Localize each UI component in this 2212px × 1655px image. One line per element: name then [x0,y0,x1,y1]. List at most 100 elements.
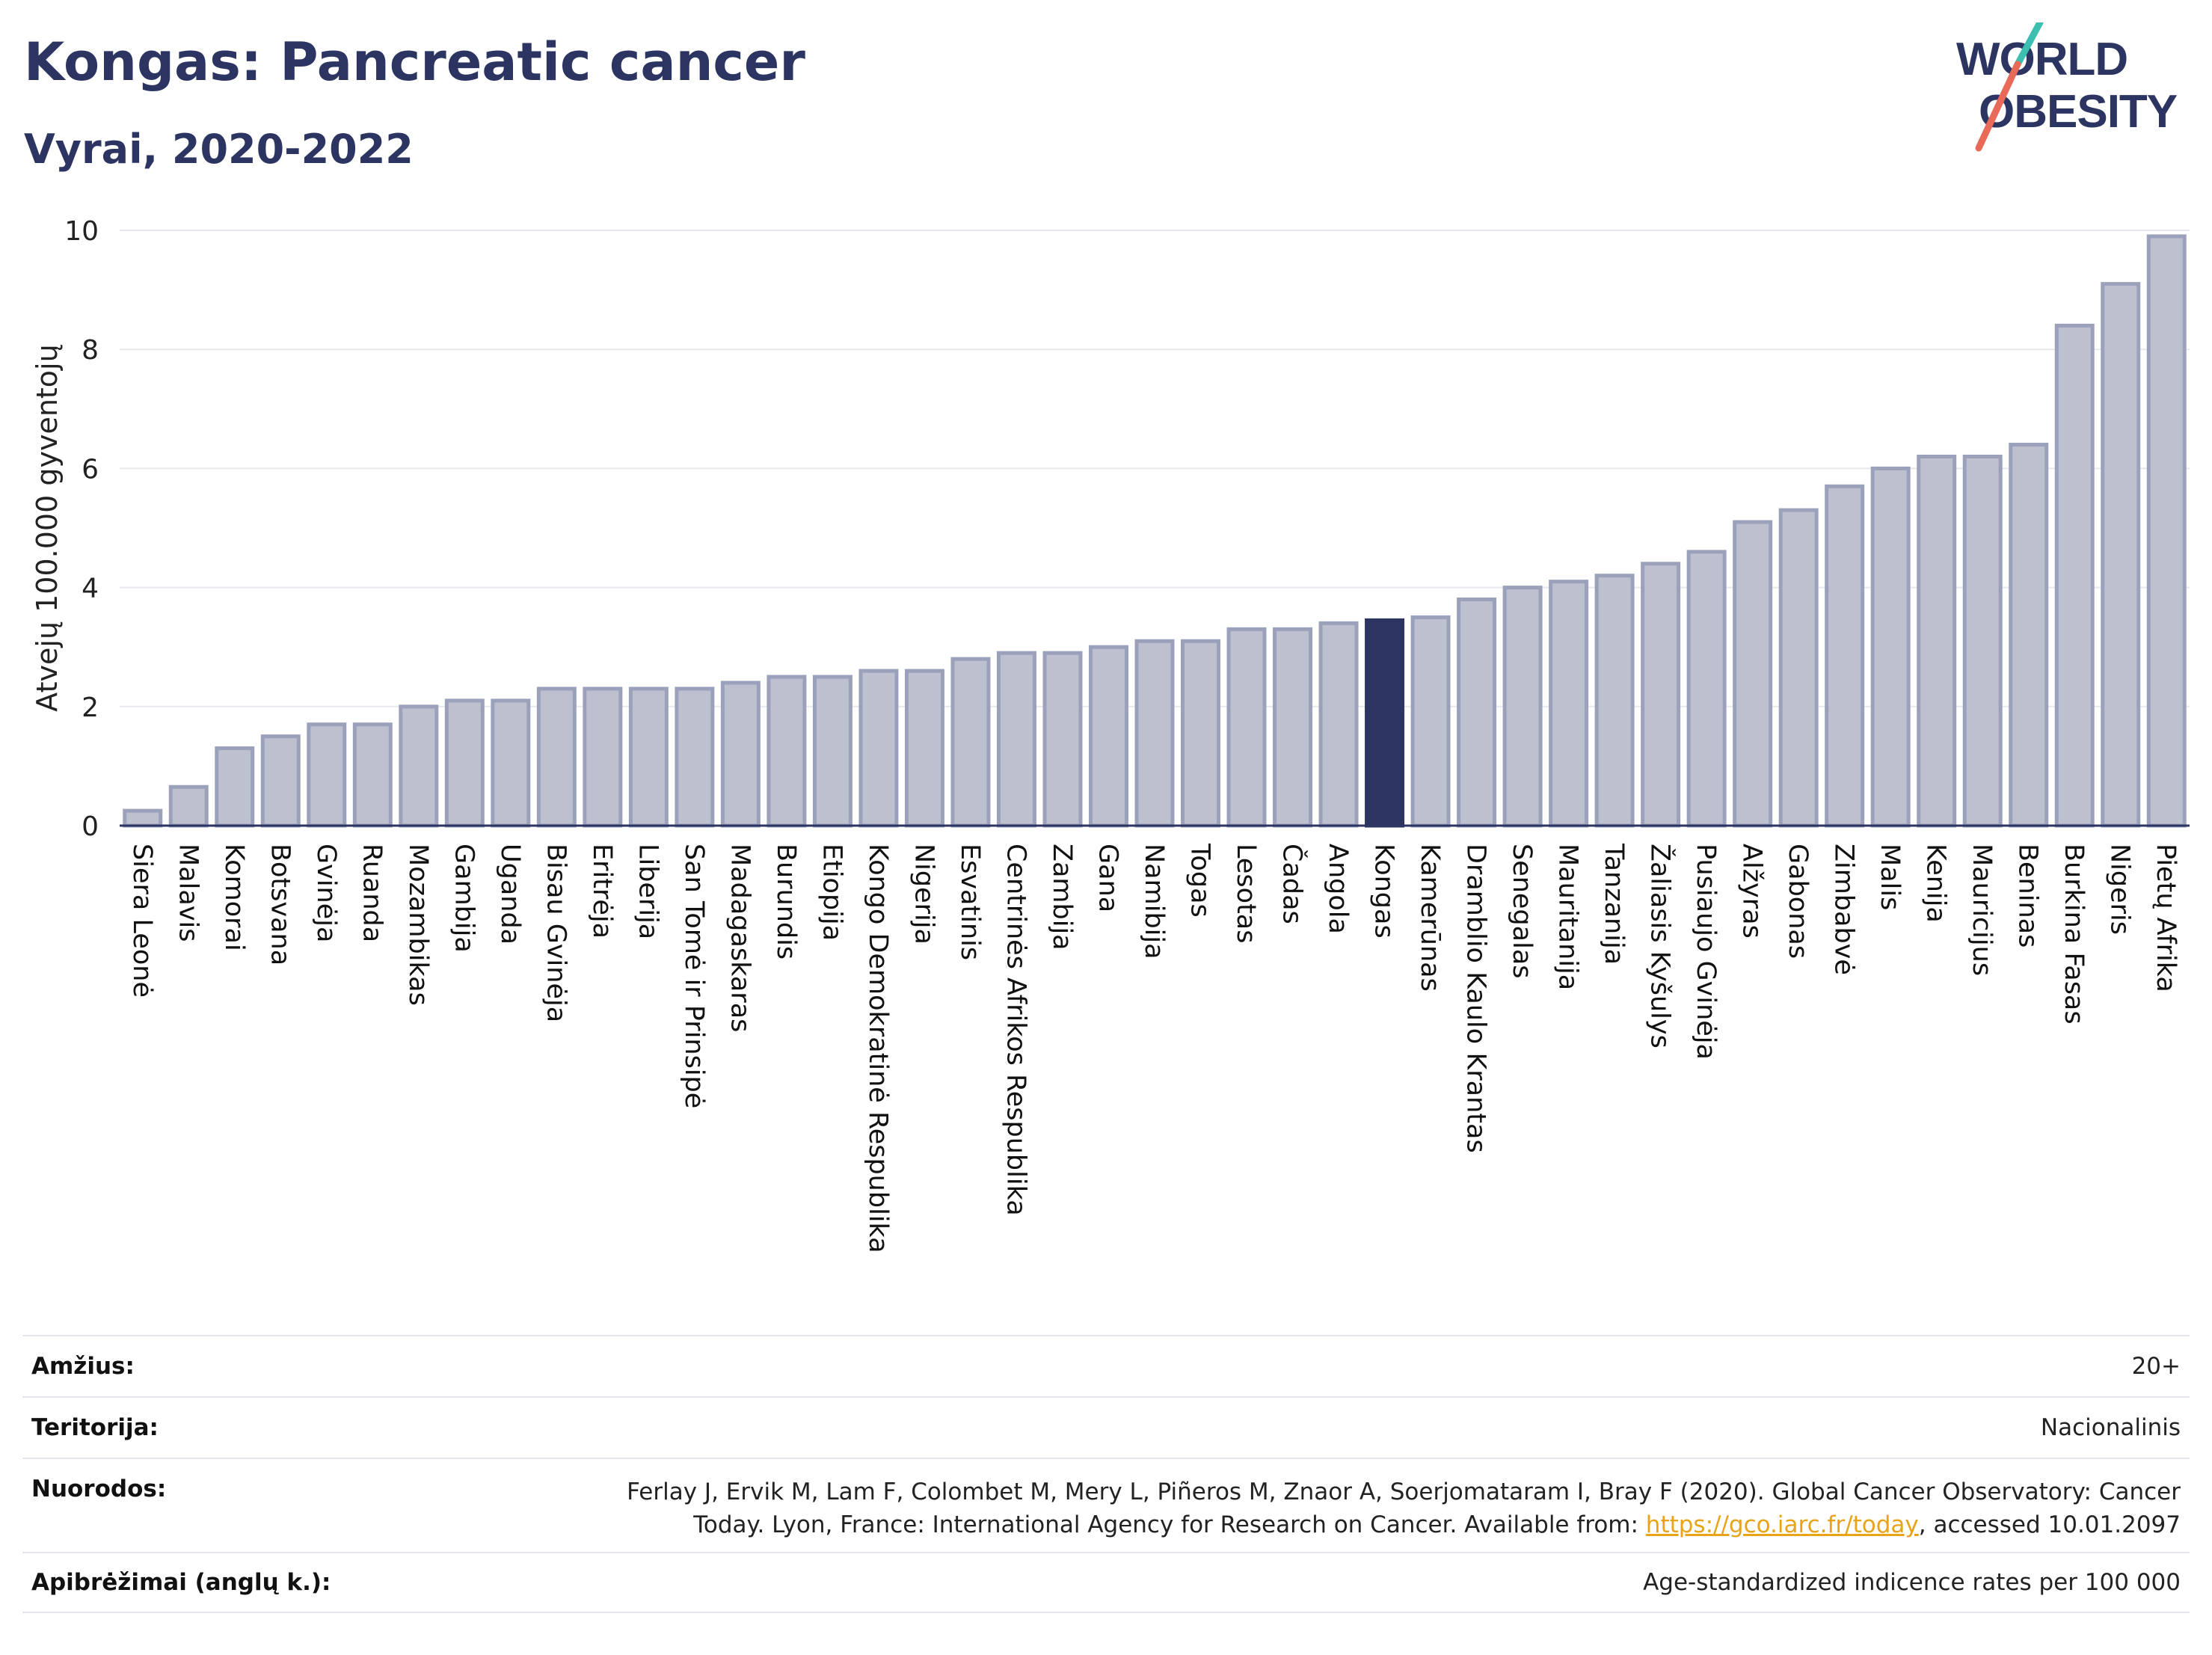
x-tick-label: Uganda [495,844,525,945]
y-tick-label: 8 [82,335,99,366]
bar-23 [1134,639,1175,828]
bar-11 [583,687,623,828]
logo-line1: WORLD [1956,34,2127,85]
x-tick-label: Madagaskaras [725,844,755,1032]
x-tick-label: Ruanda [357,844,387,942]
x-tick-label: Angola [1323,844,1353,934]
bar-15 [766,675,807,828]
bar-42 [2009,443,2049,828]
x-tick-label: Gvinėja [311,844,341,942]
x-tick-label: Liberija [633,844,663,939]
x-tick-label: Nigerija [909,844,938,945]
bar-2 [168,784,209,828]
bar-5 [307,722,347,828]
x-tick-label: Čadas [1277,844,1309,924]
bar-24 [1181,639,1221,828]
bar-37 [1778,508,1819,828]
y-tick-label: 2 [82,693,99,723]
x-tick-label: Botsvana [265,844,295,965]
x-tick-label: San Tomė ir Prinsipė [679,844,709,1108]
reference-link[interactable]: https://gco.iarc.fr/today [1645,1511,1919,1538]
x-tick-label: Gabonas [1783,844,1813,959]
x-tick-label: Malis [1875,844,1905,910]
x-tick-label: Senegalas [1507,844,1537,979]
bar-31 [1502,586,1543,828]
footer-value-territory: Nacionalinis [2040,1414,2181,1441]
x-tick-label: Komorai [219,844,249,951]
footer-row-age: Amžius: 20+ [22,1335,2190,1396]
x-tick-label: Malavis [173,844,203,942]
y-tick-label: 0 [82,811,99,842]
x-tick-label: Beninas [2013,844,2043,948]
footer-label-references: Nuorodos: [31,1476,167,1502]
x-tick-label: Bisau Gvinėja [541,844,571,1022]
y-tick-label: 4 [82,574,99,604]
bar-43 [2054,323,2095,828]
bar-3 [215,746,255,828]
bar-26 [1273,627,1313,828]
bar-13 [675,687,715,828]
bar-27 [1318,621,1359,828]
footer-table: Amžius: 20+ Teritorija: Nacionalinis Nuo… [22,1335,2190,1613]
reference-text-post: , accessed 10.01.2097 [1918,1511,2181,1538]
bar-28 [1365,618,1405,828]
bar-7 [399,704,439,828]
reference-line-1: Ferlay J, Ervik M, Lam F, Colombet M, Me… [627,1479,2181,1505]
footer-value-age: 20+ [2131,1353,2181,1380]
x-tick-label: Centrinės Afrikos Respublika [1001,844,1030,1216]
bar-29 [1410,615,1451,828]
footer-row-references: Nuorodos: Ferlay J, Ervik M, Lam F, Colo… [22,1458,2190,1552]
bar-21 [1042,651,1083,828]
bar-25 [1226,627,1267,828]
chart-title: Kongas: Pancreatic cancer [24,31,805,93]
footer-row-definitions: Apibrėžimai (anglų k.): Age-standardized… [22,1552,2190,1613]
x-tick-label: Pietų Afrika [2151,844,2181,992]
bar-38 [1825,484,1865,828]
footer-label-definitions: Apibrėžimai (anglų k.): [31,1569,331,1596]
x-tick-label: Gambija [449,844,479,953]
bar-19 [950,657,991,828]
footer-row-territory: Teritorija: Nacionalinis [22,1396,2190,1458]
bar-12 [628,687,669,828]
reference-text-pre: Today. Lyon, France: International Agenc… [693,1511,1646,1538]
bar-35 [1686,550,1727,828]
x-tick-label: Dramblio Kaulo Krantas [1461,844,1491,1153]
x-tick-label: Eritrėja [587,844,617,939]
x-tick-label: Lesotas [1231,844,1261,943]
footer-value-definitions: Age-standardized indicence rates per 100… [1643,1569,2181,1596]
x-tick-label: Siera Leonė [127,844,157,998]
x-tick-label: Pusiaujo Gvinėja [1691,844,1721,1060]
bar-9 [491,698,531,828]
x-tick-label: Mauritanija [1553,844,1583,990]
x-tick-label: Kamerūnas [1415,844,1445,992]
x-tick-label: Mozambikas [403,844,433,1006]
footer-value-references: Ferlay J, Ervik M, Lam F, Colombet M, Me… [627,1476,2181,1541]
bar-10 [536,687,577,828]
bar-32 [1549,580,1589,828]
bar-22 [1088,645,1128,828]
chart-subtitle: Vyrai, 2020-2022 [24,126,414,173]
reference-line-2: Today. Lyon, France: International Agenc… [627,1508,2181,1541]
bar-16 [812,675,852,828]
bar-33 [1594,574,1635,828]
bar-18 [904,669,944,828]
footer-label-territory: Teritorija: [31,1414,159,1441]
x-tick-label: Zimbabvė [1829,844,1859,975]
x-tick-label: Burundis [771,844,801,959]
x-tick-label: Namibija [1139,844,1169,959]
bar-8 [444,698,485,828]
x-tick-label: Togas [1185,843,1215,918]
x-tick-label: Kongas [1369,844,1399,939]
bar-40 [1917,454,1957,828]
footer-label-age: Amžius: [31,1353,135,1380]
y-tick-label: 10 [64,216,99,247]
x-tick-label: Žaliasis Kyšulys [1645,844,1677,1048]
bar-6 [352,722,393,828]
x-tick-label: Kongo Demokratinė Respublika [863,844,893,1253]
x-tick-label: Zambija [1047,844,1077,951]
bar-36 [1733,520,1773,828]
bar-17 [858,669,899,828]
x-tick-label: Nigeris [2105,844,2135,935]
bar-4 [260,734,301,828]
x-tick-label: Esvatinis [955,844,985,960]
